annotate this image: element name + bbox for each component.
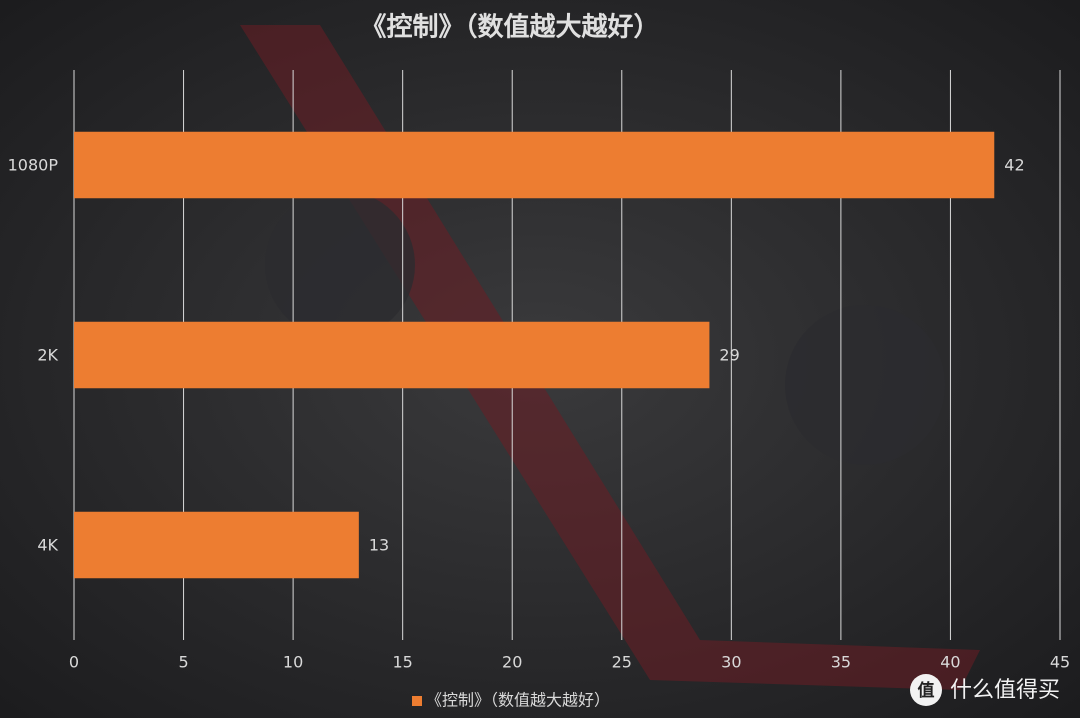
legend-swatch [412,696,422,706]
background-decor [265,190,415,340]
data-label: 13 [369,536,389,555]
bar [74,511,359,579]
watermark-icon-bg [910,674,942,706]
x-tick-label: 0 [69,653,79,672]
x-tick-label: 20 [502,653,522,672]
data-label: 29 [719,346,739,365]
x-tick-label: 45 [1050,653,1070,672]
background-decor [785,305,945,465]
x-tick-label: 15 [392,653,412,672]
y-tick-label: 2K [37,346,58,365]
x-tick-label: 5 [178,653,188,672]
chart-title: 《控制》（数值越大越好） [360,13,659,43]
x-tick-label: 30 [721,653,741,672]
bar [74,321,710,389]
watermark-icon: 值 [918,680,935,701]
x-tick-label: 10 [283,653,303,672]
y-tick-label: 1080P [8,156,59,175]
x-tick-label: 40 [940,653,960,672]
x-tick-label: 25 [612,653,632,672]
background-decor [240,25,980,690]
bar [74,131,995,199]
watermark: 什么值得买 [950,678,1060,703]
data-label: 42 [1004,156,1024,175]
legend-label: 《控制》（数值越大越好） [426,691,610,710]
x-tick-label: 35 [831,653,851,672]
y-tick-label: 4K [37,536,58,555]
